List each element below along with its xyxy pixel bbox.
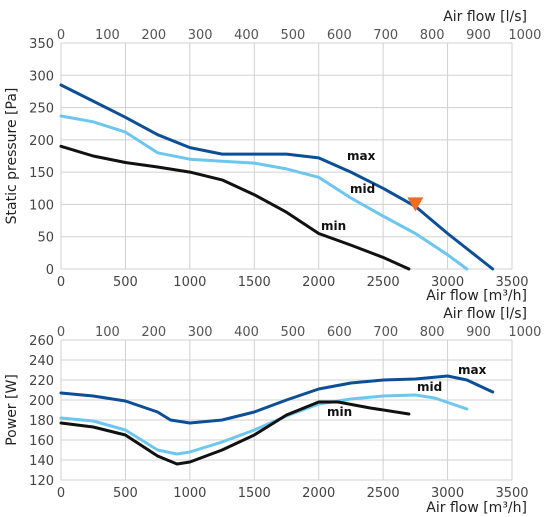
x-tick-label-m3h: 500 [113,486,138,501]
operating-point-marker [407,197,424,212]
x-tick-label-ls: 200 [141,325,166,340]
y-tick-label: 140 [29,454,54,469]
x-tick-label-m3h: 1000 [173,275,206,290]
x-tick-label-m3h: 0 [57,486,65,501]
series-label-min: min [327,405,352,419]
x-tick-label-ls: 200 [141,28,166,43]
x-tick-label-ls: 100 [95,325,120,340]
x-tick-label-ls: 500 [281,28,306,43]
series-label-min: min [321,219,346,233]
y-axis-title: Static pressure [Pa] [4,88,20,225]
y-tick-label: 200 [29,134,54,149]
x-tick-label-m3h: 2000 [302,275,335,290]
y-tick-label: 50 [37,231,54,246]
x-tick-label-m3h: 1500 [238,486,271,501]
series-label-mid: mid [417,380,442,394]
x-tick-label-m3h: 2000 [302,486,335,501]
x-axis-title-top: Air flow [l/s] [443,9,527,25]
y-tick-label: 220 [29,374,54,389]
x-tick-label-ls: 600 [327,28,352,43]
x-tick-label-m3h: 0 [57,275,65,290]
x-tick-label-m3h: 3500 [495,275,528,290]
x-tick-label-ls: 1000 [508,28,541,43]
y-axis-title: Power [W] [4,374,20,446]
series-line-min [59,144,411,271]
series-line-min [59,400,411,466]
x-tick-label-ls: 1000 [508,325,541,340]
x-tick-label-m3h: 500 [113,275,138,290]
x-tick-label-m3h: 3000 [431,486,464,501]
y-tick-label: 180 [29,414,54,429]
x-tick-label-m3h: 2500 [367,275,400,290]
series-label-mid: mid [350,182,375,196]
y-tick-label: 120 [29,474,54,489]
series-label-max: max [458,363,487,377]
y-tick-label: 0 [46,263,54,278]
x-tick-label-ls: 700 [373,28,398,43]
series-line-mid [59,393,469,456]
x-axis-title-top: Air flow [l/s] [443,306,527,322]
x-tick-label-ls: 500 [281,325,306,340]
x-tick-label-m3h: 3000 [431,275,464,290]
x-tick-label-m3h: 1000 [173,486,206,501]
x-axis-title-bottom: Air flow [m³/h] [426,288,527,304]
x-tick-label-ls: 0 [57,325,65,340]
y-tick-label: 250 [29,102,54,117]
x-tick-label-ls: 900 [466,325,491,340]
x-tick-label-ls: 400 [234,325,259,340]
series-line-mid [59,114,469,271]
x-tick-label-ls: 300 [188,28,213,43]
x-tick-label-ls: 800 [420,28,445,43]
series-line-max [59,374,495,425]
x-axis-title-bottom: Air flow [m³/h] [426,500,527,516]
x-tick-label-ls: 600 [327,325,352,340]
y-tick-label: 160 [29,434,54,449]
x-tick-label-ls: 300 [188,325,213,340]
y-tick-label: 260 [29,334,54,349]
x-tick-label-ls: 700 [373,325,398,340]
y-tick-label: 200 [29,394,54,409]
x-tick-label-ls: 0 [57,28,65,43]
x-tick-label-ls: 100 [95,28,120,43]
y-tick-label: 350 [29,37,54,52]
series-line-max [59,83,495,271]
y-tick-label: 300 [29,69,54,84]
series-label-max: max [347,149,376,163]
y-tick-label: 150 [29,166,54,181]
y-tick-label: 240 [29,354,54,369]
x-tick-label-m3h: 1500 [238,275,271,290]
x-tick-label-ls: 900 [466,28,491,43]
x-tick-label-ls: 800 [420,325,445,340]
y-tick-label: 100 [29,198,54,213]
x-tick-label-ls: 400 [234,28,259,43]
x-tick-label-m3h: 2500 [367,486,400,501]
x-tick-label-m3h: 3500 [495,486,528,501]
